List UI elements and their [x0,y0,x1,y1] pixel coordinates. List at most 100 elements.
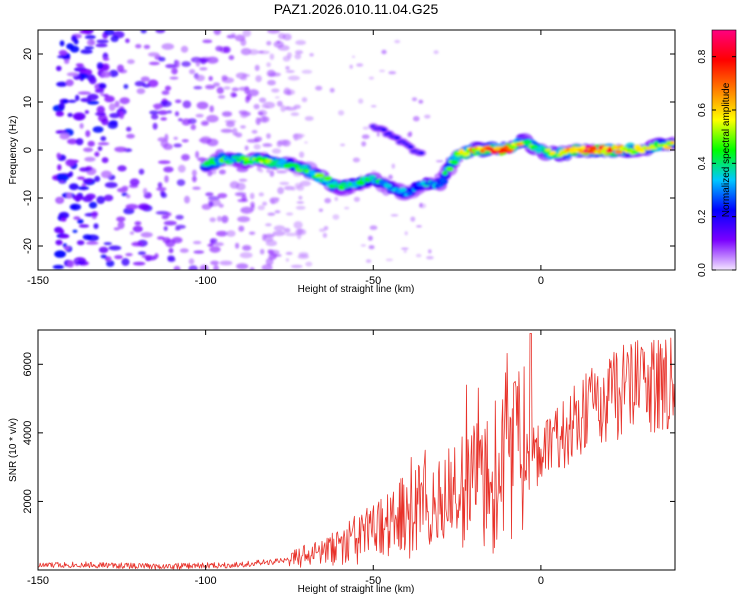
colorbar-frame [711,29,737,271]
heatmap-cell [155,211,169,215]
heatmap-cell [193,250,205,254]
heatmap-cell [67,112,73,118]
heatmap-cell [91,211,98,217]
heatmap-cell [258,192,264,197]
heatmap-cell [79,123,84,129]
heatmap-cell [318,208,323,212]
heatmap-cell [274,96,280,99]
heatmap-cell [230,33,236,38]
heatmap-cell [352,157,360,163]
heatmap-cell [138,168,145,175]
heatmap-cell [285,258,289,262]
heatmap-cell [299,151,305,158]
heatmap-cell [199,264,209,270]
heatmap-cell [435,160,444,163]
heatmap-cell [262,201,268,206]
heatmap-cell [385,258,394,262]
heatmap-cell [114,100,120,108]
heatmap-cell [184,195,190,204]
heatmap-ridge-cell [246,159,254,165]
heatmap-cell [104,30,115,36]
heatmap-cell [182,100,192,109]
heatmap-ridge-cell [316,173,325,179]
heatmap-cell [247,89,259,97]
heatmap-cell [55,130,67,134]
heatmap-cell [97,142,110,146]
heatmap-cell [147,79,159,88]
heatmap-cell [268,72,281,77]
y-tick-label: -10 [22,190,34,206]
heatmap-cell [235,132,243,138]
heatmap-cell [75,94,80,101]
heatmap-cell [85,193,96,200]
heatmap-cell [104,95,115,103]
heatmap-cell [94,151,100,157]
heatmap-cell [255,117,261,125]
heatmap-cell [107,121,118,129]
heatmap-cell [59,133,70,140]
heatmap-cell [164,133,169,142]
heatmap-cell [87,100,100,105]
snr-series-line [38,332,675,570]
heatmap-cell [69,203,82,211]
heatmap-cell [319,228,326,232]
heatmap-ridge-cell [235,158,242,163]
heatmap-cell [276,40,281,44]
heatmap-cell [96,105,105,114]
heatmap-cell [58,102,65,110]
heatmap-cell [195,74,205,82]
heatmap-cell [88,201,98,209]
heatmap-cell [268,250,275,255]
heatmap-ridge-cell [418,151,425,155]
heatmap-cell [151,114,159,120]
heatmap-cell [119,111,125,120]
spectrogram-x-ticks: -150 -100 -50 0 [27,30,544,287]
heatmap-cell [267,212,276,216]
heatmap-cell [85,130,91,138]
heatmap-ridge-cell [445,166,454,172]
heatmap-cell [304,116,314,121]
heatmap-cell [261,264,273,270]
heatmap-cell [294,50,304,55]
heatmap-cell [102,93,109,97]
heatmap-cell [368,245,375,250]
heatmap-cell [164,85,172,91]
heatmap-cell [274,210,281,214]
heatmap-cell [324,197,332,204]
heatmap-cell [108,245,122,251]
heatmap-cell [199,67,208,71]
heatmap-cell [294,53,302,60]
heatmap-cell [74,260,87,265]
heatmap-cell [277,187,284,195]
heatmap-cell [125,38,130,44]
heatmap-cell [108,69,119,78]
heatmap-cell [173,265,181,270]
heatmap-cell [265,223,272,227]
heatmap-cell [376,131,380,137]
heatmap-cell [77,219,84,224]
heatmap-cell [293,104,301,110]
heatmap-cell [237,198,249,203]
heatmap-cell [65,159,76,167]
heatmap-cell [232,93,238,97]
heatmap-cell [249,267,255,270]
heatmap-cell [381,49,387,55]
heatmap-cell [84,156,96,162]
heatmap-cell [216,86,224,94]
heatmap-cell [189,69,196,75]
heatmap-cell [102,57,110,61]
heatmap-cell [73,216,81,220]
heatmap-cell [361,141,367,147]
heatmap-cell [152,122,158,130]
heatmap-cell [140,232,153,238]
heatmap-cell [296,201,305,204]
heatmap-cell [56,81,68,87]
x-tick-label: -100 [195,575,217,587]
heatmap-cell [56,152,61,159]
heatmap-ridge-cell [368,174,377,180]
heatmap-cell [285,66,290,70]
heatmap-cell [267,79,276,86]
heatmap-ridge-cell [381,128,387,132]
heatmap-cell [259,248,265,255]
heatmap-cell [273,40,284,48]
